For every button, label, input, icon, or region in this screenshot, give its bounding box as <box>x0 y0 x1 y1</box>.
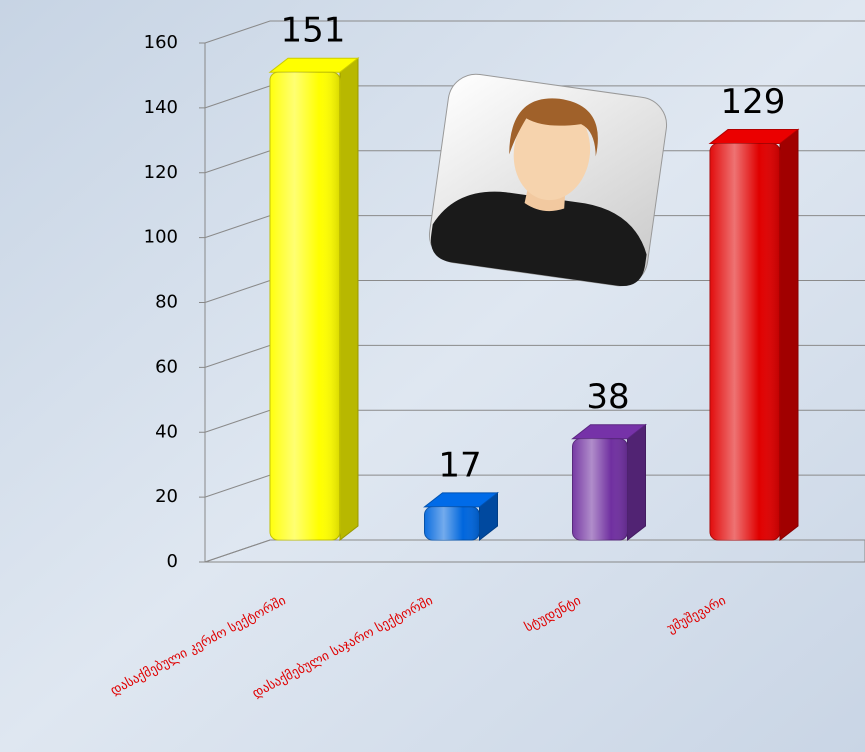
bar-shine <box>425 507 480 540</box>
bar-shine <box>573 439 628 540</box>
value-label: 17 <box>438 445 481 485</box>
bar-shine <box>270 72 340 540</box>
chart: 020406080100120140160151დასაქმებული კერძ… <box>0 0 865 752</box>
y-tick-label: 80 <box>155 292 178 313</box>
bar-side <box>780 130 798 540</box>
y-tick-label: 100 <box>144 227 178 248</box>
y-tick-label: 60 <box>155 356 178 377</box>
y-tick-label: 0 <box>167 551 178 572</box>
value-label: 38 <box>586 377 629 417</box>
y-tick-label: 40 <box>155 421 178 442</box>
bar-shine <box>710 144 780 540</box>
y-tick-label: 160 <box>144 32 178 53</box>
bar-side <box>628 425 646 540</box>
value-label: 151 <box>281 11 346 51</box>
person-icon <box>426 71 670 290</box>
bar-side <box>340 58 358 540</box>
y-tick-label: 20 <box>155 486 178 507</box>
y-tick-label: 140 <box>144 97 178 118</box>
value-label: 129 <box>721 82 786 122</box>
y-tick-label: 120 <box>144 162 178 183</box>
